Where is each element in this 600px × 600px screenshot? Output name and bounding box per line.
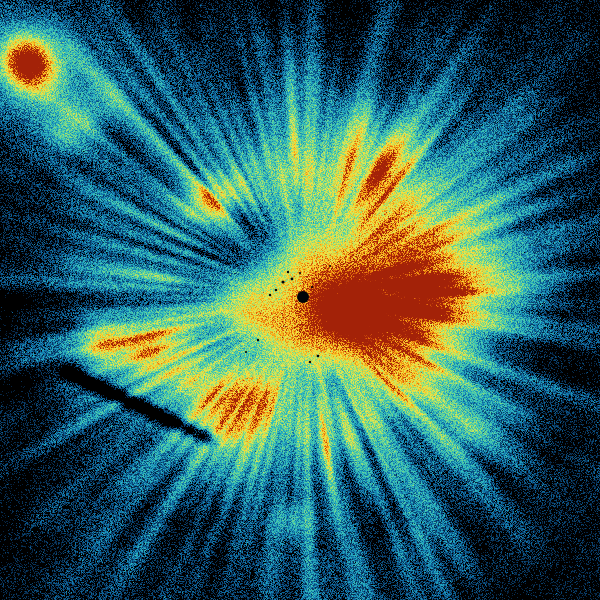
image-viewport xyxy=(0,0,600,600)
intensity-map-canvas xyxy=(0,0,600,600)
